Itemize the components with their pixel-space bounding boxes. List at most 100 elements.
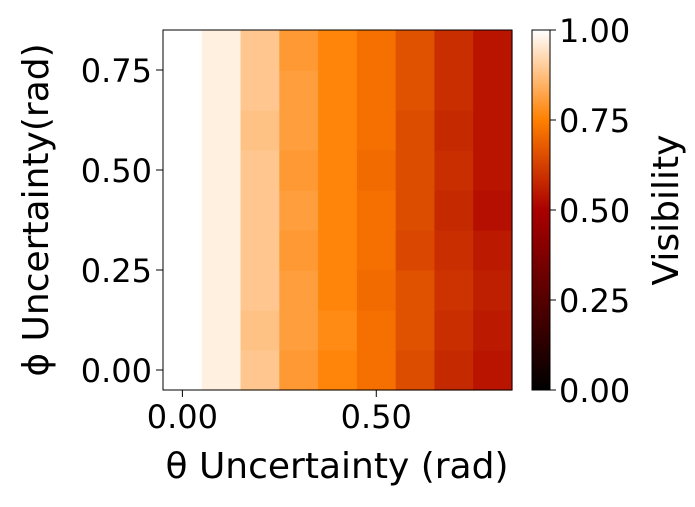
heatmap-cell [473, 310, 513, 351]
heatmap-cell [318, 30, 358, 71]
plot-frame [162, 29, 513, 391]
heatmap-cell [240, 350, 280, 391]
heatmap-cell [356, 70, 397, 111]
heatmap-cell [318, 230, 358, 271]
x-axis-label: θ Uncertainty (rad) [165, 446, 508, 487]
heatmap-cell [201, 190, 242, 231]
heatmap-cell [163, 70, 203, 111]
heatmap-cell [356, 190, 397, 231]
heatmap-cell [163, 310, 203, 351]
heatmap-cell [356, 30, 397, 71]
colorbar-tick-label: 1.00 [559, 12, 630, 50]
colorbar [531, 29, 551, 391]
heatmap-cell [434, 230, 474, 271]
heatmap-cell [279, 70, 319, 111]
heatmap-cell [240, 30, 280, 71]
heatmap-cell [318, 310, 358, 351]
colorbar-tick-label: 0.75 [559, 102, 630, 140]
heatmap-cell [240, 270, 280, 311]
heatmap-cell [240, 190, 280, 231]
heatmap-cell [279, 230, 319, 271]
heatmap-cell [473, 30, 513, 71]
colorbar-label: Visibility [646, 135, 687, 286]
y-tick-label: 0.00 [81, 352, 152, 390]
heatmap-cell [434, 150, 474, 191]
heatmap-cell [356, 110, 397, 151]
heatmap-cell [395, 310, 436, 351]
heatmap-cell [395, 150, 436, 191]
colorbar-ticks: 0.00 0.25 0.50 0.75 1.00 [550, 12, 630, 410]
heatmap-cell [395, 70, 436, 111]
heatmap-cell [163, 350, 203, 391]
y-axis-ticks: 0.00 0.25 0.50 0.75 [81, 52, 163, 390]
heatmap-cell [356, 230, 397, 271]
heatmap-cell [240, 310, 280, 351]
x-tick-label: 0.00 [147, 398, 218, 436]
colorbar-tick-label: 0.25 [559, 282, 630, 320]
colorbar-tick-label: 0.00 [559, 372, 630, 410]
heatmap-cell [434, 310, 474, 351]
heatmap-cell [356, 150, 397, 191]
y-tick-label: 0.50 [81, 152, 152, 190]
heatmap-cell [434, 350, 474, 391]
heatmap-cell [163, 190, 203, 231]
heatmap-cell [473, 350, 513, 391]
heatmap-cell [279, 30, 319, 71]
y-tick-label: 0.25 [81, 252, 152, 290]
y-axis-label: ϕ Uncertainty(rad) [16, 43, 57, 376]
heatmap-cell [395, 270, 436, 311]
heatmap-cell [356, 310, 397, 351]
heatmap-cell [318, 150, 358, 191]
heatmap-cell [201, 350, 242, 391]
heatmap-cells [163, 30, 513, 391]
heatmap-cell [279, 310, 319, 351]
heatmap-cell [240, 70, 280, 111]
heatmap-cell [318, 270, 358, 311]
heatmap-cell [356, 350, 397, 391]
heatmap-cell [318, 110, 358, 151]
heatmap-cell [201, 150, 242, 191]
heatmap-cell [395, 350, 436, 391]
heatmap-cell [240, 110, 280, 151]
heatmap-cell [201, 310, 242, 351]
heatmap-cell [434, 110, 474, 151]
heatmap-cell [201, 110, 242, 151]
heatmap-cell [473, 150, 513, 191]
heatmap-cell [201, 230, 242, 271]
heatmap-cell [163, 30, 203, 71]
heatmap-cell [434, 190, 474, 231]
heatmap-cell [434, 70, 474, 111]
heatmap-cell [201, 30, 242, 71]
heatmap-cell [473, 110, 513, 151]
heatmap-cell [356, 270, 397, 311]
heatmap-cell [201, 270, 242, 311]
heatmap-cell [163, 230, 203, 271]
heatmap-cell [163, 150, 203, 191]
heatmap-cell [279, 190, 319, 231]
x-tick-label: 0.50 [341, 398, 412, 436]
heatmap-cell [279, 350, 319, 391]
x-axis-ticks: 0.00 0.50 [147, 390, 412, 436]
heatmap-cell [279, 270, 319, 311]
heatmap-cell [240, 230, 280, 271]
heatmap-cell [318, 350, 358, 391]
heatmap-cell [201, 70, 242, 111]
heatmap-cell [395, 230, 436, 271]
heatmap-cell [318, 190, 358, 231]
heatmap-cell [473, 70, 513, 111]
colorbar-tick-label: 0.50 [559, 192, 630, 230]
heatmap-cell [434, 30, 474, 71]
heatmap-cell [473, 190, 513, 231]
heatmap-cell [395, 30, 436, 71]
heatmap-cell [395, 110, 436, 151]
heatmap-cell [434, 270, 474, 311]
heatmap-cell [395, 190, 436, 231]
heatmap-cell [318, 70, 358, 111]
heatmap-cell [279, 150, 319, 191]
heatmap-cell [163, 110, 203, 151]
heatmap-cell [473, 230, 513, 271]
heatmap-cell [163, 270, 203, 311]
heatmap-cell [279, 110, 319, 151]
heatmap-cell [473, 270, 513, 311]
